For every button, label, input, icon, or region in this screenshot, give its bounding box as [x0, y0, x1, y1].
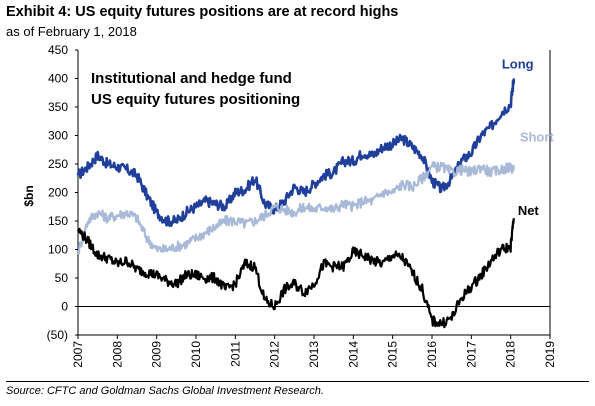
x-tick-label: 2019	[543, 341, 557, 368]
series-label-long: Long	[502, 57, 534, 72]
y-tick-label: (50)	[47, 328, 68, 342]
x-tick-label: 2015	[386, 341, 400, 368]
chart-annotation-line-2: US equity futures positioning	[91, 91, 300, 108]
y-tick-label: 300	[48, 129, 68, 143]
source-divider	[6, 381, 589, 382]
series-label-net: Net	[518, 203, 540, 218]
x-tick-label: 2010	[189, 341, 203, 368]
x-tick-label: 2013	[307, 341, 321, 368]
y-tick-label: 450	[48, 43, 68, 57]
y-tick-label: 100	[48, 243, 68, 257]
series-line-short	[77, 161, 515, 255]
x-tick-label: 2008	[110, 341, 124, 368]
series-lines	[76, 78, 516, 329]
y-tick-label: 400	[48, 72, 68, 86]
exhibit-title: Exhibit 4: US equity futures positions a…	[6, 4, 399, 20]
x-tick-label: 2012	[268, 341, 282, 368]
positioning-chart: Institutional and hedge fund US equity f…	[22, 43, 557, 368]
x-tick-label: 2016	[425, 341, 439, 368]
series-line-net	[76, 218, 515, 329]
x-tick-label: 2018	[504, 341, 518, 368]
x-tick-label: 2017	[464, 341, 478, 368]
y-tick-label: 0	[61, 300, 68, 314]
series-line-long	[76, 78, 516, 228]
x-tick-label: 2009	[150, 341, 164, 368]
y-tick-label: 200	[48, 186, 68, 200]
x-tick-label: 2011	[228, 341, 242, 367]
y-tick-label: 50	[55, 271, 69, 285]
y-tick-label: 250	[48, 157, 68, 171]
x-tick-label: 2007	[71, 341, 85, 368]
series-labels: Long Short Net	[502, 57, 555, 219]
y-tick-label: 350	[48, 100, 68, 114]
axes: 450 400 350 300 250 200 150 100 50 0 (50)2007 2008 2…	[47, 43, 557, 368]
y-axis-label: $bn	[22, 185, 36, 206]
exhibit-subtitle: as of February 1, 2018	[6, 24, 137, 39]
x-tick-label: 2014	[346, 341, 360, 368]
y-tick-label: 150	[48, 214, 68, 228]
series-label-short: Short	[520, 130, 555, 145]
chart-annotation-line-1: Institutional and hedge fund	[91, 70, 292, 87]
source-note: Source: CFTC and Goldman Sachs Global In…	[6, 385, 324, 397]
